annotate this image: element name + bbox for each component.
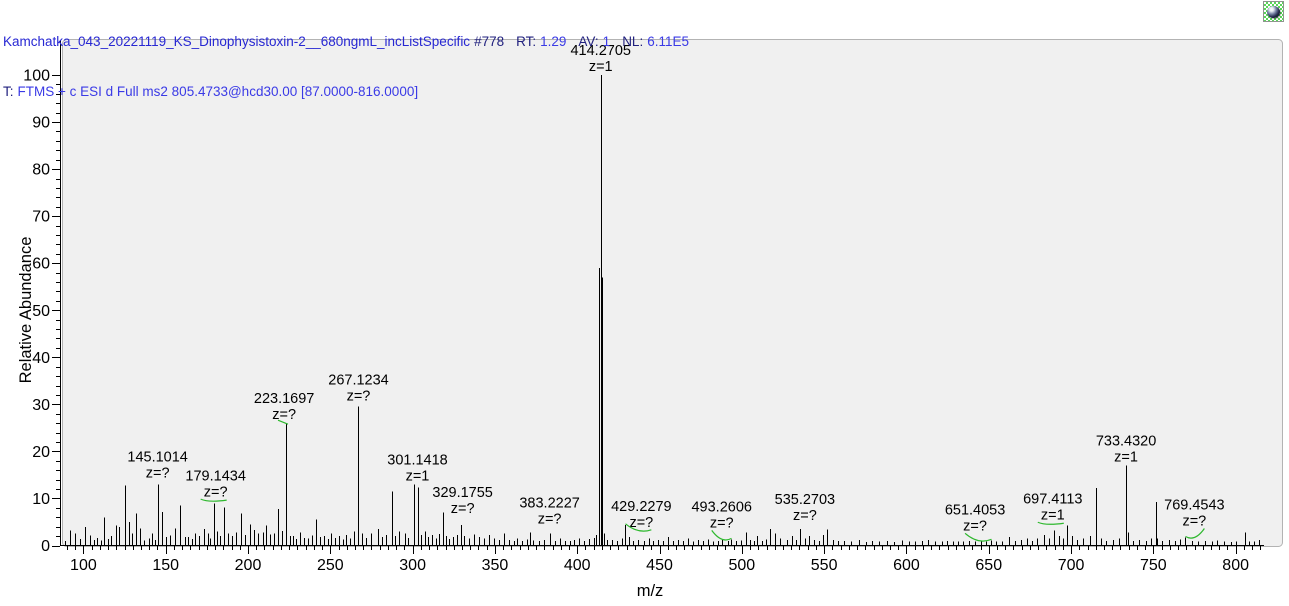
annotation-leader-line	[964, 532, 992, 542]
av-label: AV:	[578, 34, 599, 49]
pin-button[interactable]	[1263, 1, 1284, 22]
x-tick-label: 350	[482, 557, 509, 574]
x-tick-label: 300	[399, 557, 426, 574]
peak-charge-label: z=?	[272, 407, 296, 423]
peak-mz-label: 329.1755	[432, 485, 492, 501]
annotation-leader-line	[200, 498, 227, 502]
plot-pane[interactable]	[62, 39, 1283, 547]
annotation-leader-line	[1185, 528, 1205, 539]
raw-file-name: Kamchatka_043_20221119_KS_Dinophysistoxi…	[3, 34, 471, 49]
peak-mz-label: 769.4543	[1164, 498, 1224, 514]
x-tick-label: 250	[317, 557, 344, 574]
peak-mz-label: 223.1697	[254, 391, 314, 407]
peak-mz-label: 383.2227	[519, 496, 579, 512]
y-tick-label: 30	[32, 397, 50, 414]
rt-value: 1.29	[540, 34, 567, 49]
peak-charge-label: z=?	[146, 465, 170, 481]
x-tick-label: 100	[70, 557, 97, 574]
x-axis-title: m/z	[637, 582, 664, 600]
y-tick-label: 40	[32, 350, 50, 367]
scan-header: Kamchatka_043_20221119_KS_Dinophysistoxi…	[3, 0, 689, 117]
y-tick-label: 100	[23, 68, 50, 85]
peak-charge-label: z=1	[1114, 450, 1138, 466]
y-tick-label: 90	[32, 115, 50, 132]
av-value: 1	[602, 34, 611, 49]
x-tick-label: 500	[728, 557, 755, 574]
peak-mz-label: 697.4113	[1023, 492, 1082, 508]
peak-charge-label: z=?	[629, 515, 653, 531]
peak-charge-label: z=?	[204, 485, 228, 501]
peak-mz-label: 429.2279	[611, 499, 671, 515]
peak-charge-label: z=1	[589, 59, 613, 75]
x-tick-label: 200	[235, 557, 262, 574]
annotation-leader-line	[277, 419, 289, 425]
pin-sphere-icon	[1267, 6, 1280, 18]
x-tick-label: 150	[152, 557, 179, 574]
peak-mz-label: 145.1014	[127, 449, 187, 465]
y-axis-title: Relative Abundance	[17, 237, 35, 384]
peak-mz-label: 301.1418	[387, 452, 447, 468]
peak-mz-label: 733.4320	[1096, 434, 1156, 450]
y-tick-label: 70	[32, 209, 50, 226]
scan-header-line1: Kamchatka_043_20221119_KS_Dinophysistoxi…	[3, 34, 689, 51]
y-tick-label: 80	[32, 162, 50, 179]
peak-charge-label: z=?	[538, 512, 562, 528]
peak-charge-label: z=1	[406, 468, 430, 484]
peak-mz-label: 493.2606	[691, 499, 751, 515]
x-tick-label: 700	[1058, 557, 1085, 574]
x-tick-label: 650	[975, 557, 1002, 574]
y-tick-label: 10	[32, 491, 50, 508]
peak-charge-label: z=?	[793, 508, 817, 524]
peak-charge-label: z=?	[1182, 514, 1206, 530]
scan-filter-prefix: T:	[3, 83, 14, 99]
peak-mz-label: 651.4053	[945, 502, 1005, 518]
peak-charge-label: z=?	[347, 389, 371, 405]
peak-charge-label: z=?	[451, 501, 475, 517]
y-tick-label: 20	[32, 444, 50, 461]
y-tick-label: 0	[41, 538, 50, 555]
peak-mz-label: 414.2705	[570, 43, 630, 59]
rt-label: RT:	[516, 34, 537, 49]
peak-charge-label: z=1	[1041, 508, 1065, 524]
scan-filter-text: FTMS + c ESI d Full ms2 805.4733@hcd30.0…	[17, 83, 419, 99]
y-tick-label: 50	[32, 303, 50, 320]
annotation-leader-line	[625, 523, 652, 532]
x-tick-label: 600	[893, 557, 920, 574]
nl-value: 6.11E5	[647, 34, 689, 49]
x-tick-label: 450	[646, 557, 673, 574]
y-tick-label: 60	[32, 256, 50, 273]
x-tick-label: 750	[1140, 557, 1167, 574]
scan-number: #778	[474, 34, 505, 49]
annotation-leader-line	[711, 530, 732, 541]
x-tick-label: 550	[811, 557, 838, 574]
peak-mz-label: 267.1234	[328, 373, 388, 389]
x-tick-label: 800	[1222, 557, 1249, 574]
peak-charge-label: z=?	[963, 518, 987, 534]
peak-mz-label: 535.2703	[775, 492, 835, 508]
x-tick-label: 400	[564, 557, 591, 574]
scan-header-line2: T: FTMS + c ESI d Full ms2 805.4733@hcd30…	[3, 84, 689, 101]
annotation-leader-line	[1037, 521, 1064, 525]
peak-mz-label: 179.1434	[185, 469, 245, 485]
peak-charge-label: z=?	[710, 515, 734, 531]
nl-label: NL:	[622, 34, 644, 49]
